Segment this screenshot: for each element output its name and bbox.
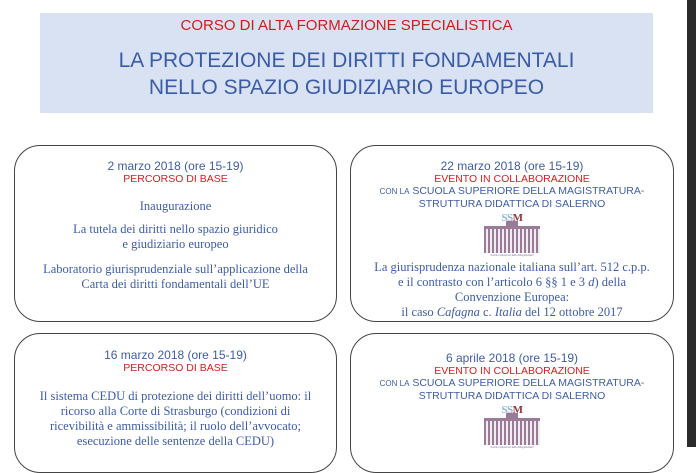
event-card: 16 marzo 2018 (ore 15-19) PERCORSO DI BA… (14, 333, 337, 473)
event-card: 6 aprile 2018 (ore 15-19) EVENTO IN COLL… (350, 333, 674, 473)
event-card: 2 marzo 2018 (ore 15-19) PERCORSO DI BAS… (14, 145, 337, 322)
event-topic: Il sistema CEDU di protezione dei diritt… (39, 389, 312, 448)
event-type: PERCORSO DI BASE (123, 362, 228, 374)
ssm-logo: SSM Scuola Superiore della Magistratura (482, 212, 542, 260)
event-card: 22 marzo 2018 (ore 15-19) EVENTO IN COLL… (350, 145, 674, 322)
event-type: EVENTO IN COLLABORAZIONE (434, 173, 590, 185)
event-type: EVENTO IN COLLABORAZIONE (434, 365, 590, 377)
course-title: LA PROTEZIONE DEI DIRITTI FONDAMENTALI N… (40, 47, 653, 101)
event-topic: Inaugurazione (139, 199, 212, 213)
title-line-1: LA PROTEZIONE DEI DIRITTI FONDAMENTALI (118, 49, 575, 72)
event-date: 16 marzo 2018 (ore 15-19) (104, 348, 247, 362)
window-edge (687, 0, 696, 447)
event-topic: Laboratorio giurisprudenziale sull’appli… (43, 262, 308, 291)
collab-text: CON LA SCUOLA SUPERIORE DELLA MAGISTRATU… (379, 185, 645, 210)
collab-text: CON LA SCUOLA SUPERIORE DELLA MAGISTRATU… (379, 377, 645, 402)
course-header: CORSO DI ALTA FORMAZIONE SPECIALISTICA L… (40, 13, 653, 113)
ssm-logo: SSM Scuola Superiore della Magistratura (482, 404, 542, 452)
event-topic: La giurisprudenza nazionale italiana sul… (374, 260, 650, 319)
event-date: 22 marzo 2018 (ore 15-19) (440, 159, 584, 173)
event-topic: La tutela dei diritti nello spazio giuri… (73, 222, 278, 251)
course-kicker: CORSO DI ALTA FORMAZIONE SPECIALISTICA (180, 17, 513, 34)
title-line-2: NELLO SPAZIO GIUDIZIARIO EUROPEO (148, 76, 545, 99)
event-date: 6 aprile 2018 (ore 15-19) (445, 351, 579, 365)
building-icon (484, 413, 540, 445)
event-type: PERCORSO DI BASE (123, 173, 228, 185)
event-date: 2 marzo 2018 (ore 15-19) (107, 159, 244, 173)
building-icon (484, 221, 540, 253)
